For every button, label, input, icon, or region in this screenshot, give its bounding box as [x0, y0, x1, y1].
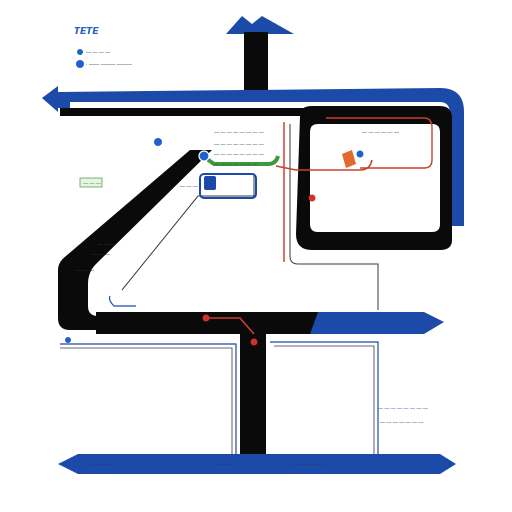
callout-label: — — — — — — — —: [214, 142, 264, 148]
start-pin-icon: [198, 150, 210, 162]
bottom-highway[interactable]: [58, 454, 456, 474]
red-route-lower[interactable]: [206, 317, 255, 335]
callout-label: — — — — — — —: [214, 162, 257, 168]
legend-label: · —— ——— ———: [86, 62, 132, 68]
note-label: — — — — — — —: [380, 420, 423, 426]
location-pin-icon: [77, 49, 83, 55]
road-tag: — — —: [92, 252, 110, 258]
west-arrow[interactable]: [42, 88, 58, 108]
road-network: [58, 106, 452, 458]
green-badge: [79, 177, 103, 188]
dest-pin-icon: [355, 149, 365, 159]
callout-label: — — — — — — — —: [214, 130, 264, 136]
origin-marker-icon: [65, 337, 71, 343]
service-marker[interactable]: [204, 176, 216, 190]
green-route[interactable]: [198, 152, 280, 166]
red-route-loop: [326, 117, 433, 169]
secondary-lines: [60, 122, 379, 454]
callout-label: — — — — — — — —: [214, 152, 264, 158]
legend: — — — — · —— ——— ———: [76, 49, 132, 68]
bottom-label: — — — — —: [84, 462, 115, 468]
service-area[interactable]: [199, 173, 257, 199]
west-arrow-label: ᵗᵗ: [60, 100, 62, 106]
stop-pin-icon: [250, 338, 258, 346]
info-pin-icon: [154, 138, 162, 146]
road-tag: — — —: [98, 242, 116, 248]
bottom-label: — — —: [216, 462, 234, 468]
stop-pin-icon: [202, 314, 210, 322]
vehicle-icon: [342, 150, 356, 168]
location-pin-icon: [76, 60, 84, 68]
note-label: — — — — — — — —: [378, 406, 428, 412]
box-label: — — — — — —: [362, 130, 399, 136]
road-tag: — — —: [180, 184, 198, 190]
map-title: ᴛᴇᴛᴇ: [74, 22, 99, 37]
bottom-label: — — — — — —: [290, 462, 327, 468]
side-tag: — — —: [76, 268, 94, 274]
legend-label: — — — —: [86, 50, 110, 56]
badge-label: — — —: [83, 181, 101, 187]
stop-pin-icon: [308, 194, 316, 202]
